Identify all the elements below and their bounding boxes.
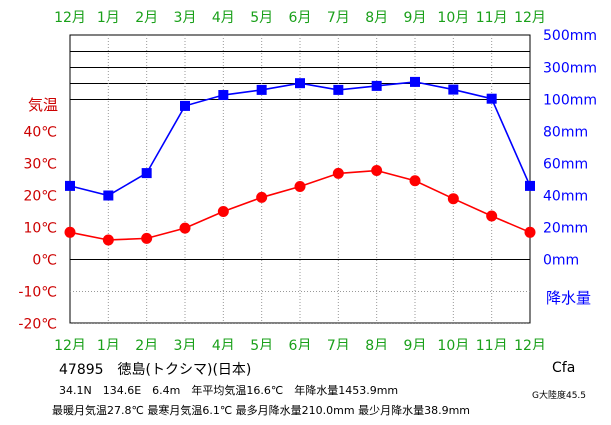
temperature-point [294, 181, 306, 193]
month-label: 9月 [404, 338, 427, 350]
precipitation-point [141, 168, 152, 179]
precipitation-point [65, 180, 75, 191]
temperature-line [69, 169, 531, 241]
temperature-point [486, 210, 498, 222]
temperature-tick-label: 40℃ [23, 125, 57, 141]
month-label: 5月 [250, 338, 273, 350]
month-label: 3月 [174, 338, 197, 350]
month-label: 7月 [327, 338, 350, 350]
month-label: 6月 [289, 10, 312, 26]
precipitation-tick-label: 500mm [543, 28, 597, 44]
month-label: 2月 [135, 338, 158, 350]
precipitation-point [448, 84, 459, 95]
temperature-point [409, 175, 421, 187]
precipitation-tick-label: 40mm [543, 189, 588, 205]
precipitation-axis-title: 降水量 [546, 289, 591, 307]
temperature-point [447, 193, 459, 205]
precipitation-tick-label: 0mm [543, 253, 579, 269]
precipitation-tick-label: 80mm [543, 125, 588, 141]
precipitation-point [103, 190, 114, 201]
month-label: 10月 [437, 338, 469, 350]
temperature-point [256, 191, 268, 203]
precipitation-tick-label: 60mm [543, 157, 588, 173]
temperature-series [64, 165, 536, 246]
month-label: 12月 [54, 10, 86, 26]
month-label: 2月 [135, 10, 158, 26]
temperature-tick-label: -20℃ [18, 317, 57, 333]
temperature-axis: 気温 40℃ 30℃ 20℃ 10℃ 0℃ -10℃ -20℃ [18, 96, 58, 333]
month-label: 8月 [365, 10, 388, 26]
month-label: 11月 [476, 338, 508, 350]
month-labels-bottom: 12月 1月 2月 3月 4月 5月 6月 7月 8月 9月 10月 11月 12月 [54, 338, 546, 350]
precipitation-point [333, 84, 344, 95]
precipitation-point [180, 100, 190, 111]
precipitation-point [486, 93, 497, 104]
month-label: 1月 [97, 10, 120, 26]
month-label: 8月 [365, 338, 388, 350]
precipitation-tick-label: 20mm [543, 221, 588, 237]
station-extremes: 最暖月気温27.8℃ 最寒月気温6.1℃ 最多月降水量210.0mm 最少月降水… [52, 404, 471, 417]
precipitation-point [218, 90, 229, 101]
temperature-point [64, 226, 76, 238]
temperature-tick-label: -10℃ [18, 285, 57, 301]
temperature-point [371, 165, 383, 177]
precipitation-tick-label: 300mm [543, 61, 597, 77]
temperature-point [141, 232, 153, 244]
precipitation-axis: 500mm 300mm 100mm 80mm 60mm 40mm 20mm 0mm 降水量 [543, 28, 597, 307]
station-details: 34.1N 134.6E 6.4m 年平均気温16.6℃ 年降水量1453.9m… [59, 384, 399, 397]
month-label: 4月 [212, 10, 235, 26]
climate-class: Cfa [552, 360, 576, 376]
temperature-point [179, 222, 191, 234]
temperature-tick-label: 10℃ [23, 221, 57, 237]
month-label: 10月 [437, 10, 469, 26]
month-label: 12月 [54, 338, 86, 350]
station-name: 47895 徳島(トクシマ)(日本) [59, 362, 252, 378]
precipitation-point [525, 180, 535, 191]
temperature-axis-title: 気温 [28, 96, 58, 114]
month-label: 9月 [404, 10, 427, 26]
month-label: 5月 [250, 10, 273, 26]
temperature-point [524, 226, 536, 238]
month-label: 7月 [327, 10, 350, 26]
month-label: 1月 [97, 338, 120, 350]
temperature-tick-label: 30℃ [23, 157, 57, 173]
temperature-point [332, 167, 344, 179]
precipitation-point [295, 78, 305, 89]
temperature-point [102, 234, 114, 246]
continentality: G大陸度45.5 [532, 391, 587, 401]
month-label: 6月 [289, 338, 312, 350]
precipitation-tick-label: 100mm [543, 93, 597, 109]
climate-chart: 12月 1月 2月 3月 4月 5月 6月 7月 8月 9月 10月 11月 12月 12月 1月 2月 3月… [18, 10, 597, 350]
temperature-tick-label: 0℃ [32, 253, 57, 269]
precipitation-point [371, 80, 382, 91]
month-label: 4月 [212, 338, 235, 350]
precipitation-point [410, 76, 420, 87]
temperature-tick-label: 20℃ [23, 189, 57, 205]
month-label: 12月 [514, 338, 546, 350]
precipitation-point [256, 84, 267, 95]
precipitation-series [65, 76, 535, 201]
month-label: 3月 [174, 10, 197, 26]
month-labels-top: 12月 1月 2月 3月 4月 5月 6月 7月 8月 9月 10月 11月 12月 [54, 10, 546, 26]
month-label: 11月 [476, 10, 508, 26]
temperature-point [217, 206, 229, 217]
month-label: 12月 [514, 10, 546, 26]
